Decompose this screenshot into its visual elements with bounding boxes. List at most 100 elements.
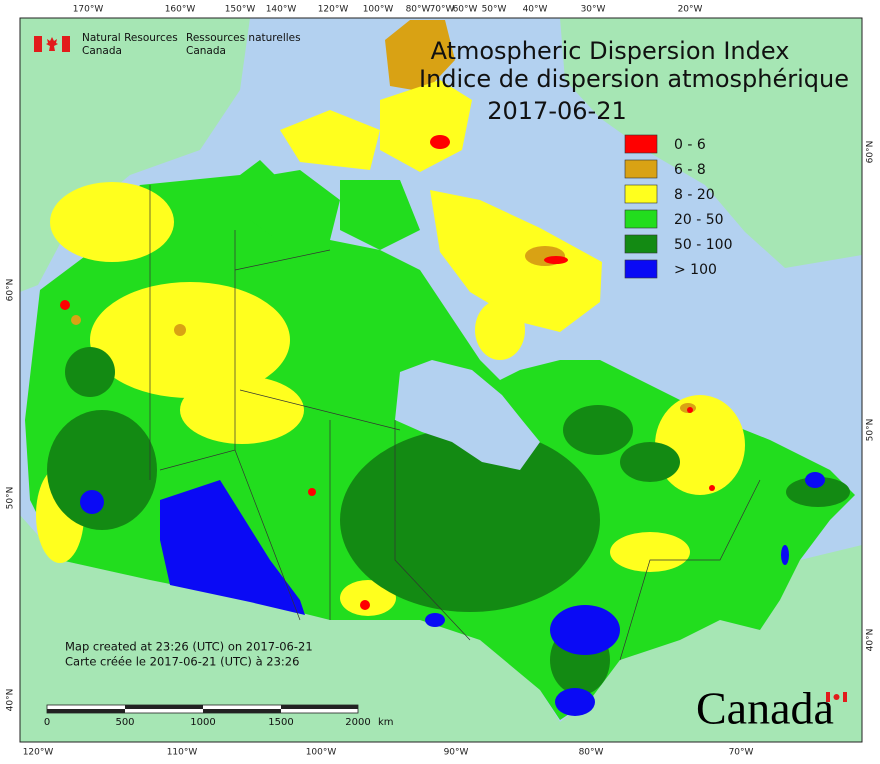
- zone: [340, 580, 396, 616]
- legend-swatch: [624, 134, 658, 154]
- hudson-bay: [395, 360, 540, 470]
- longitude-label: 40°W: [523, 5, 548, 15]
- legend-label: 6 - 8: [674, 162, 706, 178]
- zone: [620, 442, 680, 482]
- title-fr: Indice de dispersion atmosphérique: [419, 65, 849, 93]
- baffin-island: [430, 190, 602, 332]
- legend-swatch: [624, 259, 658, 279]
- zone: [180, 376, 304, 444]
- latitude-label: 60°N: [866, 141, 876, 164]
- longitude-label: 140°W: [266, 5, 297, 15]
- longitude-label: 150°W: [225, 5, 256, 15]
- scale-bar-segment: [203, 709, 281, 713]
- zone: [610, 532, 690, 572]
- longitude-label: 60°W: [453, 5, 478, 15]
- latitude-label: 40°N: [866, 629, 876, 652]
- zone: [90, 282, 290, 398]
- longitude-label: 90°W: [444, 748, 469, 758]
- zone: [655, 395, 745, 495]
- zone: [47, 410, 157, 530]
- scale-unit: km: [378, 717, 394, 728]
- zone: [786, 477, 850, 507]
- zone: [360, 600, 370, 610]
- latitude-label: 50°N: [6, 487, 16, 510]
- legend-label: 50 - 100: [674, 237, 733, 253]
- zone: [80, 490, 104, 514]
- zone: [544, 256, 568, 264]
- longitude-label: 70°W: [430, 5, 455, 15]
- map-frame: [19, 17, 863, 743]
- canada-wordmark: Canada: [696, 683, 847, 734]
- zone: [781, 545, 789, 565]
- longitude-label: 120°W: [318, 5, 349, 15]
- legend-label: > 100: [674, 262, 717, 278]
- longitude-label: 160°W: [165, 5, 196, 15]
- title-date: 2017-06-21: [487, 97, 626, 125]
- ellesmere-island: [380, 80, 472, 172]
- scale-label: 2000: [345, 717, 370, 728]
- scale-bar-segment: [125, 705, 203, 709]
- zone: [71, 315, 81, 325]
- scale-label: 500: [115, 717, 134, 728]
- arctic-island: [240, 170, 340, 242]
- longitude-label: 110°W: [167, 748, 198, 758]
- united-states: [20, 515, 862, 742]
- legend-swatch: [624, 159, 658, 179]
- zone: [430, 135, 450, 149]
- flag-bar: [826, 692, 830, 702]
- scale-label: 1500: [268, 717, 293, 728]
- zone: [563, 405, 633, 455]
- province-border: [149, 185, 761, 661]
- zone: [50, 182, 174, 262]
- scale-label: 1000: [190, 717, 215, 728]
- zone: [475, 300, 525, 360]
- title-en: Atmospheric Dispersion Index: [431, 37, 790, 65]
- zone: [687, 407, 693, 413]
- latitude-label: 40°N: [6, 689, 16, 712]
- longitude-label: 30°W: [581, 5, 606, 15]
- flag-leaf: [833, 694, 840, 700]
- zone: [805, 472, 825, 488]
- agency-fr: Ressources naturelles: [186, 32, 301, 44]
- agency-en: Natural Resources: [82, 32, 178, 44]
- longitude-label: 50°W: [482, 5, 507, 15]
- zone: [550, 605, 620, 655]
- zone: [340, 428, 600, 612]
- scale-bar-segment: [281, 705, 358, 709]
- zone: [709, 485, 715, 491]
- zone: [60, 300, 70, 310]
- agency-fr: Canada: [186, 45, 226, 57]
- arctic-island: [280, 110, 380, 170]
- legend: 0 - 6 6 - 8 8 - 20 20 - 50 50 - 100 > 100: [624, 134, 733, 279]
- legend-swatch: [624, 184, 658, 204]
- legend-label: 8 - 20: [674, 187, 715, 203]
- footer-note-en: Map created at 23:26 (UTC) on 2017-06-21: [65, 640, 313, 654]
- longitude-label: 100°W: [306, 748, 337, 758]
- graticule-labels: 170°W 160°W 150°W 140°W 120°W 100°W 80°W 70°W60…: [6, 5, 876, 758]
- zone: [425, 613, 445, 627]
- zone: [555, 688, 595, 716]
- map-area: [20, 18, 862, 742]
- arctic-island: [340, 180, 420, 250]
- scale-label: 0: [44, 717, 50, 728]
- longitude-label: 80°W: [406, 5, 431, 15]
- longitude-label: 80°W: [579, 748, 604, 758]
- longitude-label: 20°W: [678, 5, 703, 15]
- flag-leaf: [46, 37, 58, 51]
- longitude-label: 170°W: [73, 5, 104, 15]
- scale-bar-segment: [47, 709, 125, 713]
- longitude-label: 120°W: [23, 748, 54, 758]
- zone: [308, 488, 316, 496]
- footer-note-fr: Carte créée le 2017-06-21 (UTC) à 23:26: [65, 655, 299, 669]
- flag-bar: [843, 692, 847, 702]
- longitude-label: 100°W: [363, 5, 394, 15]
- alaska: [20, 18, 250, 292]
- zone: [160, 480, 305, 615]
- longitude-label: 70°W: [729, 748, 754, 758]
- latitude-label: 60°N: [6, 279, 16, 302]
- legend-swatch: [624, 234, 658, 254]
- latitude-label: 50°N: [866, 419, 876, 442]
- legend-label: 0 - 6: [674, 137, 706, 153]
- flag-bar: [34, 36, 42, 52]
